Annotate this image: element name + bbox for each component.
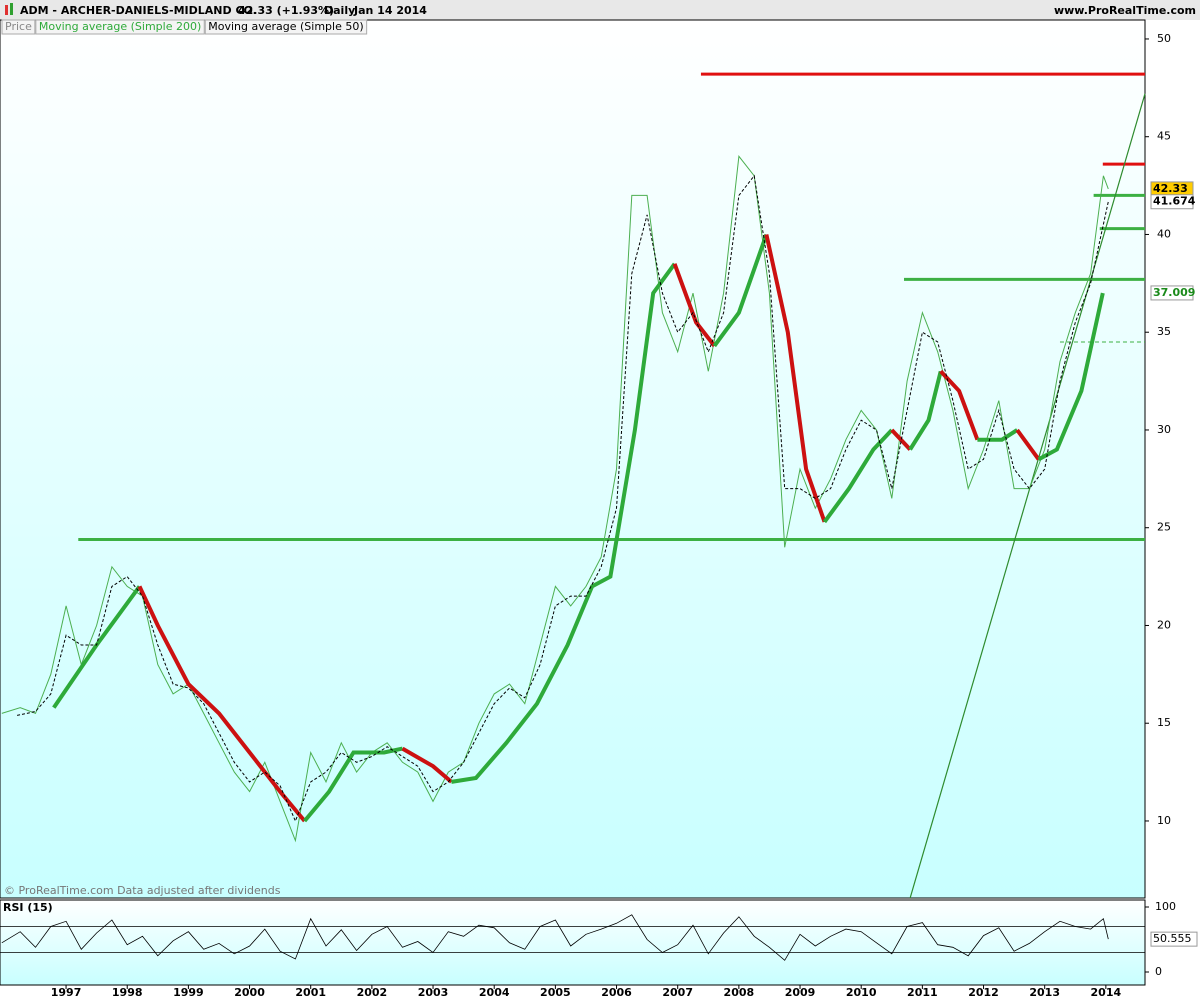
x-tick-label: 2005 bbox=[540, 986, 571, 999]
ma-line bbox=[303, 746, 403, 823]
price-label-box bbox=[1150, 194, 1194, 210]
price-panel bbox=[0, 19, 1146, 899]
legend-entry: Price bbox=[5, 20, 32, 33]
ma-line bbox=[939, 369, 980, 441]
title: ADM - ARCHER-DANIELS-MIDLAND CO. bbox=[20, 4, 257, 17]
ma-line bbox=[822, 428, 894, 524]
x-tick-label: 2006 bbox=[601, 986, 632, 999]
price-label: 41.674 bbox=[1153, 195, 1196, 208]
x-tick-label: 2003 bbox=[418, 986, 449, 999]
x-tick-label: 2012 bbox=[968, 986, 999, 999]
price-label-box bbox=[1150, 285, 1194, 301]
rsi-tick-label: 0 bbox=[1155, 965, 1162, 978]
legend-box bbox=[204, 19, 368, 35]
y-tick-label: 25 bbox=[1157, 521, 1171, 534]
rsi-label: 50.555 bbox=[1153, 932, 1192, 945]
x-tick-label: 2000 bbox=[234, 986, 265, 999]
x-tick-label: 2004 bbox=[479, 986, 510, 999]
ma-line bbox=[451, 262, 677, 784]
x-tick-label: 1998 bbox=[112, 986, 143, 999]
x-tick-label: 2010 bbox=[846, 986, 877, 999]
trend-line bbox=[909, 93, 1146, 899]
y-tick-label: 40 bbox=[1157, 227, 1171, 240]
ma-line bbox=[908, 370, 943, 451]
ma-line bbox=[764, 234, 827, 523]
candle-icon bbox=[5, 3, 13, 15]
rsi-panel bbox=[0, 899, 1146, 986]
price-label: 37.009 bbox=[1153, 286, 1195, 299]
series-line bbox=[16, 174, 1109, 823]
period: Daily bbox=[324, 4, 355, 17]
ma-line bbox=[977, 428, 1019, 442]
ma-line bbox=[137, 585, 307, 823]
x-tick-label: 2001 bbox=[295, 986, 326, 999]
ma-line bbox=[672, 263, 716, 348]
x-tick-label: 2014 bbox=[1091, 986, 1122, 999]
rsi-tick-label: 100 bbox=[1155, 900, 1176, 913]
footer: © ProRealTime.com Data adjusted after di… bbox=[4, 884, 281, 897]
ma-line bbox=[1015, 428, 1041, 461]
ma-line bbox=[712, 233, 769, 348]
price-label: 42.33 bbox=[1153, 182, 1188, 195]
x-tick-label: 2013 bbox=[1029, 986, 1060, 999]
y-tick-label: 45 bbox=[1157, 130, 1171, 143]
ma-line bbox=[890, 428, 912, 451]
date: Jan 14 2014 bbox=[353, 4, 427, 17]
x-tick-label: 2007 bbox=[662, 986, 693, 999]
x-tick-label: 2008 bbox=[724, 986, 755, 999]
change: 42.33 (+1.93%) bbox=[238, 4, 334, 17]
y-tick-label: 50 bbox=[1157, 32, 1171, 45]
x-tick-label: 1997 bbox=[51, 986, 82, 999]
source: www.ProRealTime.com bbox=[1054, 4, 1196, 17]
y-tick-label: 15 bbox=[1157, 716, 1171, 729]
x-tick-label: 2002 bbox=[357, 986, 388, 999]
x-tick-label: 1999 bbox=[173, 986, 204, 999]
x-tick-label: 2009 bbox=[785, 986, 816, 999]
legend-entry: Moving average (Simple 50) bbox=[208, 20, 363, 33]
legend-box bbox=[35, 19, 205, 35]
rsi-label-box bbox=[1150, 931, 1198, 947]
ma-line bbox=[401, 746, 453, 784]
y-tick-label: 10 bbox=[1157, 814, 1171, 827]
legend-entry: Moving average (Simple 200) bbox=[39, 20, 201, 33]
rsi-line bbox=[1, 914, 1109, 961]
y-tick-label: 35 bbox=[1157, 325, 1171, 338]
rsi-title: RSI (15) bbox=[3, 901, 53, 914]
x-tick-label: 2011 bbox=[907, 986, 938, 999]
legend-box bbox=[1, 19, 36, 35]
y-tick-label: 30 bbox=[1157, 423, 1171, 436]
y-tick-label: 20 bbox=[1157, 618, 1171, 631]
header-bar bbox=[0, 0, 1200, 20]
